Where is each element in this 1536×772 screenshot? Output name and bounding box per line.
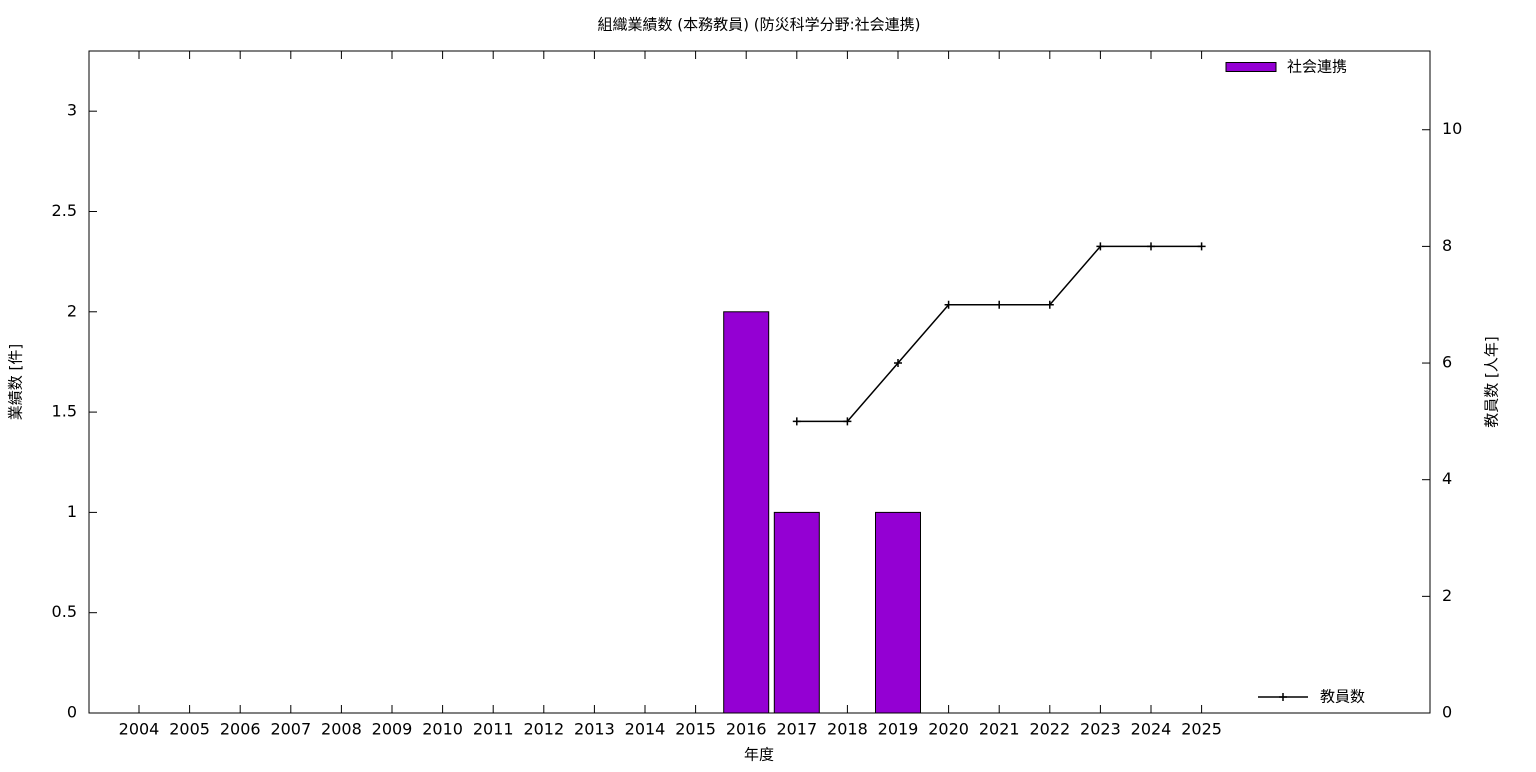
x-tick-label: 2014 (625, 720, 666, 739)
y2-tick-label: 0 (1442, 703, 1452, 722)
point (843, 417, 852, 426)
y-tick-label: 2.5 (52, 201, 77, 220)
x-tick-label: 2009 (372, 720, 413, 739)
x-tick-label: 2020 (928, 720, 969, 739)
y2-tick-label: 4 (1442, 469, 1452, 488)
x-tick-label: 2010 (422, 720, 463, 739)
x-tick-label: 2012 (523, 720, 564, 739)
x-tick-label: 2017 (776, 720, 817, 739)
x-tick-label: 2018 (827, 720, 868, 739)
y2-tick-label: 2 (1442, 586, 1452, 605)
y2-tick-label: 6 (1442, 353, 1452, 372)
point (1045, 300, 1054, 309)
y-tick-label: 1 (67, 502, 77, 521)
legend-swatch (1225, 62, 1277, 72)
point (1147, 242, 1155, 251)
x-tick-label: 2008 (321, 720, 362, 739)
y-tick-label: 0.5 (52, 602, 77, 621)
y-tick-label: 0 (67, 703, 77, 722)
x-tick-label: 2019 (878, 720, 919, 739)
legend-label: 社会連携 (1287, 58, 1347, 76)
point (792, 417, 801, 426)
x-tick-label: 2016 (726, 720, 767, 739)
y2-tick-label: 10 (1442, 119, 1462, 138)
x-tick-label: 2007 (270, 720, 311, 739)
x-tick-label: 2025 (1181, 720, 1222, 739)
x-tick-label: 2021 (979, 720, 1020, 739)
x-tick-label: 2024 (1131, 720, 1172, 739)
bar (773, 511, 820, 714)
bar (723, 311, 770, 714)
x-axis-label: 年度 (744, 746, 774, 764)
x-tick-label: 2011 (473, 720, 514, 739)
y2-axis-label: 教員数 [人年] (1483, 336, 1501, 427)
x-tick-label: 2015 (675, 720, 716, 739)
legend-label: 教員数 (1320, 688, 1365, 706)
point (995, 300, 1004, 309)
x-tick-label: 2022 (1029, 720, 1070, 739)
y-tick-label: 1.5 (52, 402, 77, 421)
y-tick-label: 3 (67, 101, 77, 120)
line (796, 245, 1202, 423)
point (944, 300, 953, 309)
bar (875, 511, 921, 714)
point (1096, 242, 1105, 251)
x-tick-label: 2006 (220, 720, 261, 739)
point (894, 359, 902, 368)
x-tick-label: 2005 (169, 720, 210, 739)
x-tick-label: 2023 (1080, 720, 1121, 739)
point (1197, 242, 1206, 251)
chart-title: 組織業績数 (本務教員) (防災科学分野:社会連携) (597, 16, 920, 34)
x-tick-label: 2004 (119, 720, 160, 739)
y-axis-label: 業績数 [件] (7, 344, 25, 420)
y-tick-label: 2 (67, 301, 77, 320)
y2-tick-label: 8 (1442, 236, 1452, 255)
legend-swatch-point (1279, 693, 1287, 701)
x-tick-label: 2013 (574, 720, 615, 739)
